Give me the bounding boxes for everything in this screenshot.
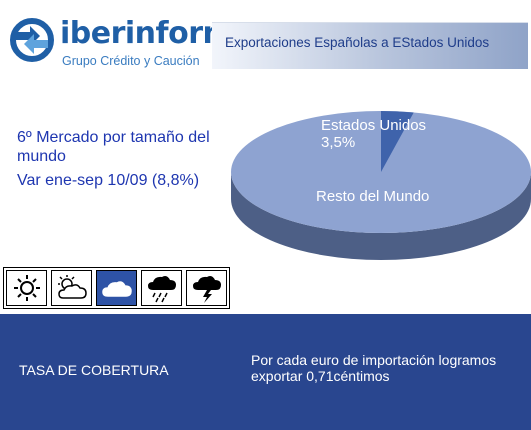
sun-icon xyxy=(13,275,40,301)
coverage-rate-text: Por cada euro de importación logramos ex… xyxy=(251,352,497,384)
brand-subtitle: Grupo Crédito y Caución xyxy=(62,54,200,68)
weather-sun[interactable] xyxy=(6,270,47,306)
pie-side xyxy=(231,172,531,260)
data-label-estados-unidos: Estados Unidos xyxy=(321,117,426,134)
pie-slice-estados-unidos[interactable] xyxy=(381,111,414,172)
page-title: Exportaciones Españolas a EStados Unidos xyxy=(225,35,490,50)
weather-rain[interactable] xyxy=(141,270,182,306)
sun-cloud-icon xyxy=(57,275,87,299)
variation-text: Var ene-sep 10/09 (8,8%) xyxy=(17,172,200,189)
data-label-resto-del-mundo: Resto del Mundo xyxy=(316,188,429,205)
header-title-bar xyxy=(212,22,528,69)
iberinform-logo-icon xyxy=(10,18,54,62)
weather-sun-cloud[interactable] xyxy=(51,270,92,306)
coverage-rate-label: TASA DE COBERTURA xyxy=(19,362,169,378)
data-label-estados-unidos-value: 3,5% xyxy=(321,134,355,151)
weather-cloud[interactable] xyxy=(96,270,137,306)
market-rank-text: 6º Mercado por tamaño del mundo xyxy=(17,129,210,165)
weather-indicator xyxy=(3,267,230,309)
weather-storm[interactable] xyxy=(186,270,227,306)
bottom-panel xyxy=(0,314,531,430)
rain-cloud-icon xyxy=(147,276,176,303)
brand-name: iberinform xyxy=(60,16,234,51)
iberinform-logo[interactable]: iberinform Grupo Crédito y Caución xyxy=(6,12,234,72)
cloud-icon xyxy=(101,281,132,297)
storm-cloud-icon xyxy=(192,276,221,303)
